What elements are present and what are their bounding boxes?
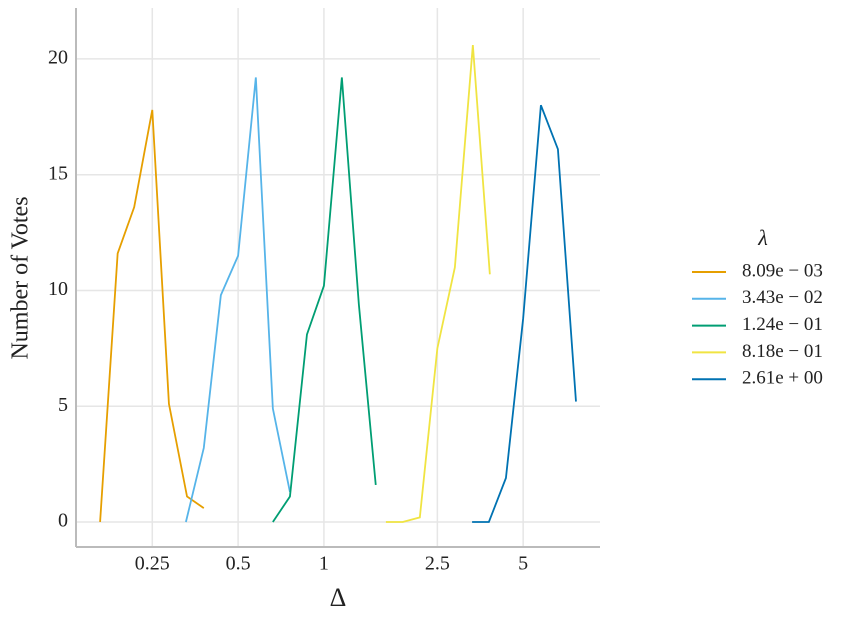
x-axis-label: Δ xyxy=(330,583,347,612)
legend-label: 8.09e − 03 xyxy=(742,260,823,281)
y-tick-label: 0 xyxy=(58,510,68,532)
legend-label: 2.61e + 00 xyxy=(742,368,823,389)
x-tick-label: 0.5 xyxy=(226,553,251,575)
legend-label: 3.43e − 02 xyxy=(742,287,823,308)
series-line xyxy=(185,77,291,523)
y-tick-label: 15 xyxy=(48,162,68,184)
x-tick-label: 0.25 xyxy=(135,553,170,575)
y-tick-label: 5 xyxy=(58,394,68,416)
legend-title: λ xyxy=(757,225,768,250)
series-line xyxy=(472,104,577,523)
x-tick-label: 1 xyxy=(319,553,329,575)
x-tick-label: 5 xyxy=(518,553,528,575)
y-tick-label: 20 xyxy=(48,47,68,69)
series-line xyxy=(272,77,377,523)
y-axis-label: Number of Votes xyxy=(8,196,34,359)
series-line xyxy=(385,44,491,523)
y-tick-label: 10 xyxy=(48,278,68,300)
legend-label: 8.18e − 01 xyxy=(742,341,823,362)
x-tick-label: 2.5 xyxy=(425,553,450,575)
series-line xyxy=(99,109,205,523)
legend-label: 1.24e − 01 xyxy=(742,314,823,335)
